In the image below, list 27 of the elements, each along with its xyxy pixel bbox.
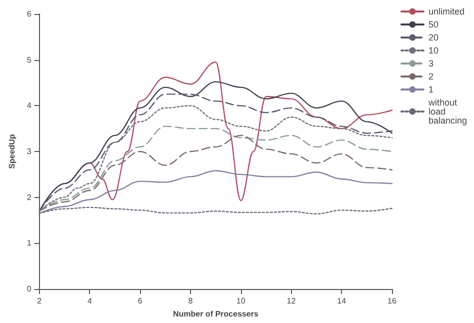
x-tick-label: 8 — [188, 296, 194, 306]
legend-label: 3 — [428, 58, 434, 68]
y-tick-label: 2 — [26, 192, 32, 202]
y-tick-label: 3 — [26, 147, 32, 156]
y-tick-label: 6 — [26, 10, 32, 18]
legend-label: 10 — [428, 46, 438, 56]
x-tick-label: 16 — [388, 296, 397, 306]
legend-label: 1 — [428, 84, 434, 94]
line-series — [38, 170, 393, 214]
y-tick-label: 1 — [26, 238, 32, 248]
x-tick-label: 12 — [286, 296, 296, 306]
x-tick-label: 6 — [138, 296, 143, 306]
legend-label: 2 — [428, 72, 434, 82]
x-tick-label: 2 — [37, 296, 42, 306]
line-series — [38, 206, 393, 214]
legend-label: unlimited — [428, 6, 464, 16]
x-axis-title: Number of Processers — [172, 309, 259, 318]
x-tick-label: 10 — [236, 296, 246, 306]
legend-label: 50 — [428, 20, 438, 30]
y-tick-label: 4 — [26, 101, 32, 110]
x-tick-label: 14 — [337, 296, 347, 306]
legend-label: 20 — [428, 32, 438, 42]
x-tick-label: 4 — [88, 296, 92, 306]
y-tick-label: 5 — [26, 55, 32, 64]
legend-label: without load balancing — [427, 98, 467, 126]
y-axis-title: SpeedUp — [8, 134, 16, 169]
y-tick-label: 0 — [26, 284, 32, 294]
